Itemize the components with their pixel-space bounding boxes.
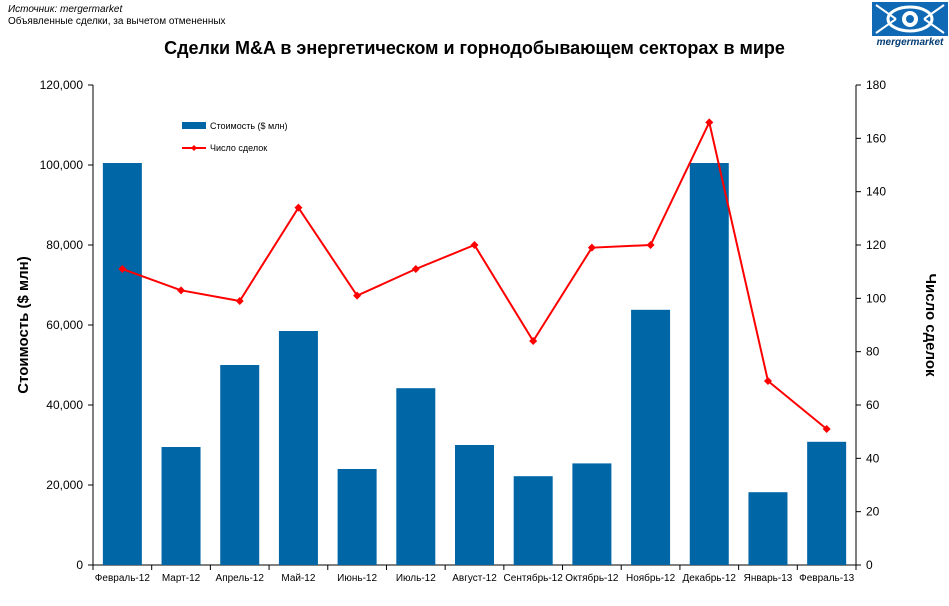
y-axis-right-title: Число сделок [922, 274, 939, 377]
x-tick-label: Февраль-12 [95, 573, 151, 584]
bar-value [161, 447, 201, 565]
x-tick-label: Февраль-13 [799, 573, 855, 584]
left-tick-label: 100,000 [40, 158, 84, 172]
deal-count-point [411, 265, 420, 273]
source-subtitle: Объявленные сделки, за вычетом отмененны… [8, 16, 226, 27]
legend-line-marker [191, 145, 197, 151]
source-note: Источник: mergermarket Объявленные сделк… [8, 4, 226, 28]
deal-count-point [529, 337, 538, 345]
bar-value [278, 331, 318, 565]
deal-count-point [118, 265, 127, 273]
deal-count-point [294, 203, 303, 212]
source-label: Источник: mergermarket [8, 4, 123, 15]
deal-count-point [235, 297, 244, 305]
x-tick-label: Май-12 [281, 573, 315, 584]
legend-layer: Стоимость ($ млн) Число сделок [182, 121, 287, 153]
right-tick-label: 120 [866, 238, 886, 252]
axes-layer [88, 84, 861, 570]
x-tick-label: Август-12 [452, 573, 497, 584]
bar-value [631, 309, 671, 565]
line-layer [118, 118, 831, 433]
x-tick-label: Декабрь-12 [683, 572, 737, 584]
deal-count-point [646, 241, 655, 249]
right-tick-label: 180 [866, 78, 886, 92]
x-tick-label: Июль-12 [396, 573, 436, 584]
bar-value [807, 441, 847, 565]
bar-value [748, 492, 788, 565]
y-axis-title: Стоимость ($ млн) [15, 256, 32, 394]
bars-layer [102, 163, 847, 565]
deal-count-point [587, 243, 596, 252]
right-tick-label: 160 [866, 131, 886, 145]
left-tick-label: 20,000 [46, 478, 83, 492]
eye-icon [872, 2, 948, 36]
deal-count-point [177, 286, 186, 295]
right-tick-label: 20 [866, 505, 880, 519]
bar-value [689, 163, 729, 565]
x-tick-label: Июнь-12 [337, 573, 377, 584]
right-tick-label: 140 [866, 185, 886, 199]
eye-icon-graphic [875, 4, 945, 34]
bar-value [572, 463, 612, 565]
left-tick-label: 60,000 [46, 318, 83, 332]
deal-count-point [822, 425, 831, 433]
mergermarket-logo: mergermarket [872, 2, 948, 48]
right-tick-label: 0 [866, 558, 873, 572]
legend-bar-swatch [182, 122, 206, 129]
logo-text: mergermarket [876, 37, 944, 48]
bar-value [102, 163, 142, 565]
bar-value [455, 445, 494, 565]
labels-layer: 0 20,000 40,000 60,000 80,000 100,000 120,000 0… [15, 78, 939, 584]
right-tick-label: 80 [866, 345, 880, 359]
x-tick-label: Апрель-12 [216, 573, 265, 584]
x-tick-label: Январь-13 [744, 573, 793, 584]
bar-value [337, 469, 377, 565]
legend-line-label: Число сделок [210, 143, 267, 153]
right-tick-label: 40 [866, 451, 880, 465]
left-tick-label: 80,000 [46, 238, 83, 252]
left-tick-label: 120,000 [40, 78, 84, 92]
left-tick-label: 0 [76, 558, 83, 572]
right-tick-label: 100 [866, 291, 886, 305]
deal-count-point [705, 118, 714, 127]
x-tick-label: Ноябрь-12 [626, 572, 676, 584]
bar-value [513, 476, 553, 565]
bar-value [220, 365, 260, 565]
right-tick-label: 60 [866, 398, 880, 412]
deal-count-point [763, 377, 772, 385]
chart-title: Сделки M&A в энергетическом и горнодобыв… [164, 38, 785, 58]
deal-count-point [353, 291, 362, 300]
x-tick-label: Октябрь-12 [565, 572, 619, 584]
legend-bar-label: Стоимость ($ млн) [210, 121, 287, 131]
x-tick-label: Сентябрь-12 [504, 572, 564, 584]
deal-count-point [470, 241, 479, 249]
bar-value [396, 388, 436, 565]
x-tick-label: Март-12 [162, 573, 201, 584]
left-tick-label: 40,000 [46, 398, 83, 412]
